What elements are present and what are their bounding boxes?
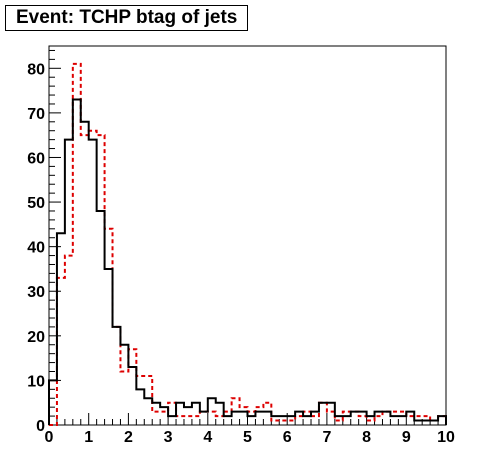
y-tick-label: 10 [27, 373, 45, 390]
chart-title: Event: TCHP btag of jets [5, 5, 249, 31]
series-layer [48, 62, 447, 426]
y-tick-label: 60 [27, 150, 45, 167]
y-tick-label: 20 [27, 329, 45, 346]
y-tick-label: 50 [27, 195, 45, 212]
black-solid-histogram [48, 98, 447, 425]
x-tick-label: 6 [283, 429, 292, 446]
y-tick-label: 70 [27, 106, 45, 123]
x-tick-label: 10 [437, 429, 455, 446]
x-tick-label: 1 [84, 429, 93, 446]
y-tick-label: 30 [27, 284, 45, 301]
x-tick-label: 5 [243, 429, 252, 446]
x-tick-label: 4 [203, 429, 212, 446]
y-tick-labels: 0 10 20 30 40 50 60 70 80 [27, 61, 45, 435]
x-tick-label: 8 [362, 429, 371, 446]
y-tick-label: 80 [27, 61, 45, 78]
x-tick-label: 3 [164, 429, 173, 446]
y-tick-label: 40 [27, 240, 45, 257]
red-dashed-histogram [49, 62, 447, 426]
x-tick-labels: 0 1 2 3 4 5 6 7 8 9 10 [45, 429, 455, 446]
x-tick-label: 9 [402, 429, 411, 446]
plot-frame [48, 45, 447, 426]
y-tick-label: 0 [36, 418, 45, 435]
x-tick-label: 7 [322, 429, 331, 446]
x-tick-label: 0 [45, 429, 54, 446]
x-tick-label: 2 [124, 429, 133, 446]
